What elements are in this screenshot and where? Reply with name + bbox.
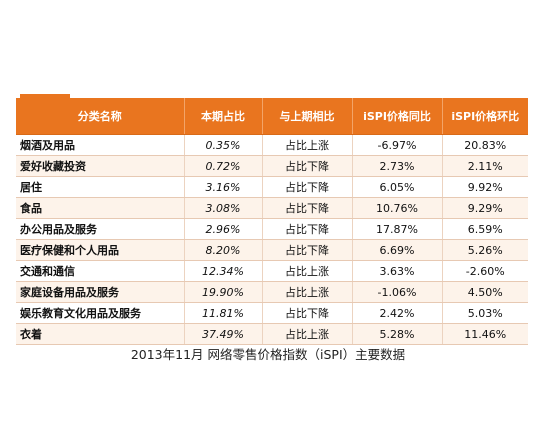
category-cell: 医疗保健和个人用品 (16, 239, 184, 261)
yoy-cell: -6.97% (351, 134, 442, 156)
table-row: 娱乐教育文化用品及服务 11.81% 占比下降 2.42% 5.03% (16, 302, 528, 324)
table-row: 食品 3.08% 占比下降 10.76% 9.29% (16, 197, 528, 219)
category-cell: 交通和通信 (16, 260, 184, 282)
header-ispi-mom: iSPI价格环比 (441, 98, 528, 135)
table-caption: 2013年11月 网络零售价格指数（iSPI）主要数据 (130, 347, 406, 362)
header-current-share: 本期占比 (183, 98, 262, 135)
table-row: 交通和通信 12.34% 占比上涨 3.63% -2.60% (16, 260, 528, 282)
mom-cell: 2.11% (441, 155, 528, 177)
change-cell: 占比上涨 (261, 260, 352, 282)
share-cell: 19.90% (183, 281, 262, 303)
header-category: 分类名称 (16, 98, 184, 135)
table-row: 爱好收藏投资 0.72% 占比下降 2.73% 2.11% (16, 155, 528, 177)
category-cell: 办公用品及服务 (16, 218, 184, 240)
category-cell: 食品 (16, 197, 184, 219)
change-cell: 占比下降 (261, 239, 352, 261)
change-cell: 占比下降 (261, 218, 352, 240)
yoy-cell: 5.28% (351, 323, 442, 345)
change-cell: 占比上涨 (261, 323, 352, 345)
change-cell: 占比下降 (261, 176, 352, 198)
table-row: 家庭设备用品及服务 19.90% 占比上涨 -1.06% 4.50% (16, 281, 528, 303)
category-cell: 爱好收藏投资 (16, 155, 184, 177)
category-cell: 居住 (16, 176, 184, 198)
share-cell: 8.20% (183, 239, 262, 261)
yoy-cell: 2.73% (351, 155, 442, 177)
yoy-cell: 17.87% (351, 218, 442, 240)
header-vs-previous: 与上期相比 (261, 98, 352, 135)
category-cell: 烟酒及用品 (16, 134, 184, 156)
table-row: 居住 3.16% 占比下降 6.05% 9.92% (16, 176, 528, 198)
mom-cell: 20.83% (441, 134, 528, 156)
table-header-row: 分类名称 本期占比 与上期相比 iSPI价格同比 iSPI价格环比 (16, 98, 528, 135)
change-cell: 占比下降 (261, 155, 352, 177)
share-cell: 0.72% (183, 155, 262, 177)
mom-cell: 4.50% (441, 281, 528, 303)
yoy-cell: -1.06% (351, 281, 442, 303)
mom-cell: 5.03% (441, 302, 528, 324)
mom-cell: 9.92% (441, 176, 528, 198)
category-cell: 衣着 (16, 323, 184, 345)
change-cell: 占比上涨 (261, 134, 352, 156)
change-cell: 占比下降 (261, 197, 352, 219)
change-cell: 占比下降 (261, 302, 352, 324)
header-decoration (20, 94, 70, 98)
share-cell: 3.16% (183, 176, 262, 198)
header-ispi-yoy: iSPI价格同比 (351, 98, 442, 135)
mom-cell: -2.60% (441, 260, 528, 282)
yoy-cell: 3.63% (351, 260, 442, 282)
mom-cell: 6.59% (441, 218, 528, 240)
category-cell: 家庭设备用品及服务 (16, 281, 184, 303)
yoy-cell: 6.69% (351, 239, 442, 261)
share-cell: 0.35% (183, 134, 262, 156)
mom-cell: 11.46% (441, 323, 528, 345)
share-cell: 11.81% (183, 302, 262, 324)
mom-cell: 5.26% (441, 239, 528, 261)
table-row: 办公用品及服务 2.96% 占比下降 17.87% 6.59% (16, 218, 528, 240)
yoy-cell: 6.05% (351, 176, 442, 198)
ispi-data-table: 分类名称 本期占比 与上期相比 iSPI价格同比 iSPI价格环比 烟酒及用品 … (16, 98, 528, 345)
yoy-cell: 2.42% (351, 302, 442, 324)
share-cell: 37.49% (183, 323, 262, 345)
table-row: 烟酒及用品 0.35% 占比上涨 -6.97% 20.83% (16, 134, 528, 156)
share-cell: 12.34% (183, 260, 262, 282)
mom-cell: 9.29% (441, 197, 528, 219)
yoy-cell: 10.76% (351, 197, 442, 219)
change-cell: 占比上涨 (261, 281, 352, 303)
category-cell: 娱乐教育文化用品及服务 (16, 302, 184, 324)
ispi-table-container: 分类名称 本期占比 与上期相比 iSPI价格同比 iSPI价格环比 烟酒及用品 … (16, 94, 528, 345)
table-row: 医疗保健和个人用品 8.20% 占比下降 6.69% 5.26% (16, 239, 528, 261)
share-cell: 2.96% (183, 218, 262, 240)
share-cell: 3.08% (183, 197, 262, 219)
table-row: 衣着 37.49% 占比上涨 5.28% 11.46% (16, 323, 528, 345)
